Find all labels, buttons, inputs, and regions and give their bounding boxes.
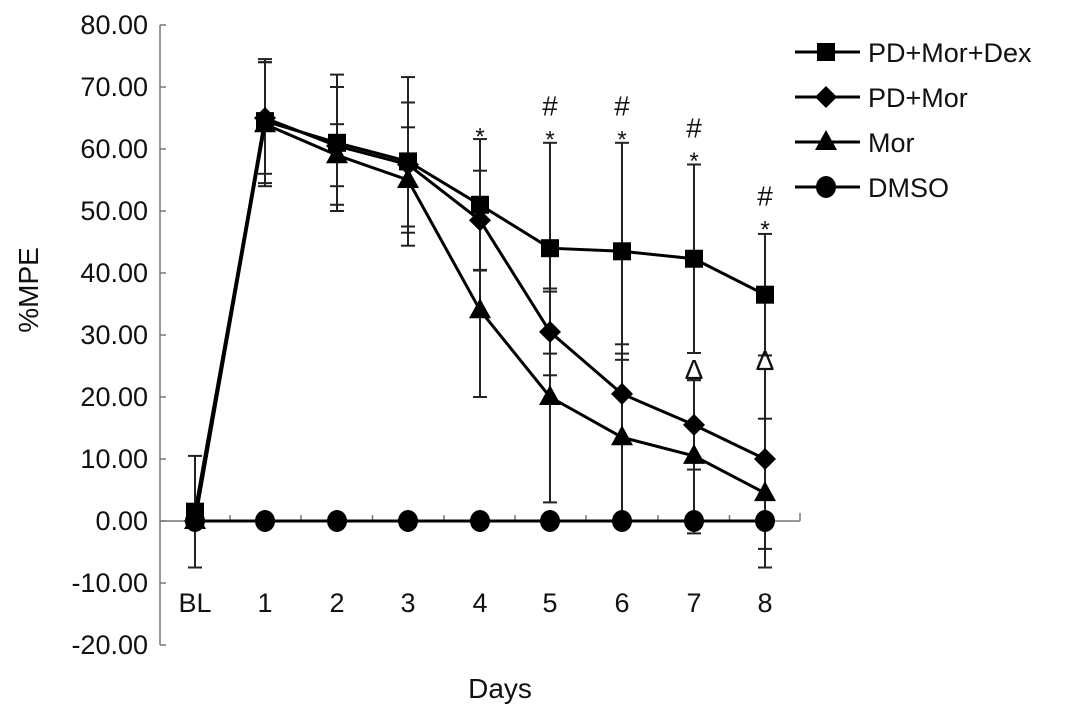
legend-label: Mor	[868, 128, 915, 158]
y-tick-label: 50.00	[80, 196, 148, 226]
data-point	[255, 510, 275, 532]
legend-item: PD+Mor	[795, 83, 968, 113]
data-point	[754, 481, 776, 502]
significance-mark: #	[542, 91, 558, 122]
legend-label: DMSO	[868, 173, 949, 203]
data-point	[254, 112, 276, 133]
significance-mark: *	[689, 148, 698, 175]
legend-item: PD+Mor+Dex	[795, 38, 1032, 68]
y-tick-label: 0.00	[95, 506, 148, 536]
legend-item: DMSO	[795, 173, 949, 203]
significance-mark: #	[757, 181, 773, 212]
data-point	[398, 510, 418, 532]
data-point	[755, 510, 775, 532]
data-point	[539, 385, 561, 405]
x-tick-label: 3	[400, 588, 415, 618]
axes: -20.00 -10.00 0.00 10.00 20.00 30.00 40.00 50.0…	[71, 10, 801, 660]
y-tick-label: 30.00	[80, 320, 148, 350]
data-point	[471, 195, 489, 214]
data-point	[683, 443, 705, 464]
legend-label: PD+Mor	[868, 83, 968, 113]
significance-mark: *	[760, 216, 769, 243]
legend-marker	[816, 176, 836, 198]
series-circle	[185, 510, 775, 532]
data-point	[470, 510, 490, 532]
data-point	[541, 239, 559, 258]
x-tick-label: 5	[542, 588, 557, 618]
data-point	[683, 413, 705, 436]
data-point	[540, 510, 560, 532]
y-tick-label: 20.00	[80, 382, 148, 412]
series-triangle	[184, 112, 776, 529]
legend: PD+Mor+Dex PD+Mor Mor DMSO	[795, 38, 1032, 203]
series-group: * * # * # * # * # Δ Δ	[184, 58, 776, 569]
significance-mark: Δ	[685, 354, 704, 385]
data-point	[685, 249, 703, 268]
data-point	[397, 153, 419, 176]
y-tick-label: 80.00	[80, 10, 148, 40]
data-point	[684, 510, 704, 532]
legend-marker	[815, 130, 837, 150]
data-point	[327, 510, 347, 532]
significance-mark: #	[614, 91, 630, 122]
y-tick-label: 60.00	[80, 134, 148, 164]
y-tick-label: -10.00	[71, 568, 148, 598]
significance-mark: Δ	[756, 345, 775, 376]
x-tick-label: 8	[757, 588, 772, 618]
x-axis-label: Days	[468, 673, 532, 704]
y-axis-label: %MPE	[13, 247, 44, 333]
data-point	[185, 510, 205, 532]
significance-mark: *	[545, 127, 554, 154]
data-point	[611, 425, 633, 446]
data-point	[612, 510, 632, 532]
legend-item: Mor	[795, 128, 915, 158]
y-tick-label: 10.00	[80, 444, 148, 474]
significance-mark: #	[686, 112, 702, 143]
series-diamond	[184, 107, 776, 532]
data-point	[613, 242, 631, 261]
legend-marker	[815, 86, 837, 108]
data-point	[469, 298, 491, 319]
data-point	[611, 382, 633, 405]
legend-marker	[817, 43, 835, 61]
data-point	[754, 448, 776, 470]
y-tick-label: 70.00	[80, 72, 148, 102]
significance-mark: *	[617, 127, 626, 154]
x-tick-label: 1	[257, 588, 272, 618]
y-tick-label: 40.00	[80, 258, 148, 288]
data-point	[469, 209, 491, 232]
data-point	[756, 285, 774, 304]
y-tick-label: -20.00	[71, 630, 148, 660]
x-tick-label: 7	[686, 588, 701, 618]
data-point	[326, 143, 348, 164]
legend-label: PD+Mor+Dex	[868, 38, 1032, 68]
data-point	[397, 168, 419, 188]
x-tick-label: 4	[472, 588, 487, 618]
data-point	[539, 320, 561, 343]
significance-mark: *	[475, 123, 484, 150]
x-tick-label: 6	[614, 588, 629, 618]
x-tick-label: 2	[329, 588, 344, 618]
x-tick-label: BL	[178, 588, 211, 618]
